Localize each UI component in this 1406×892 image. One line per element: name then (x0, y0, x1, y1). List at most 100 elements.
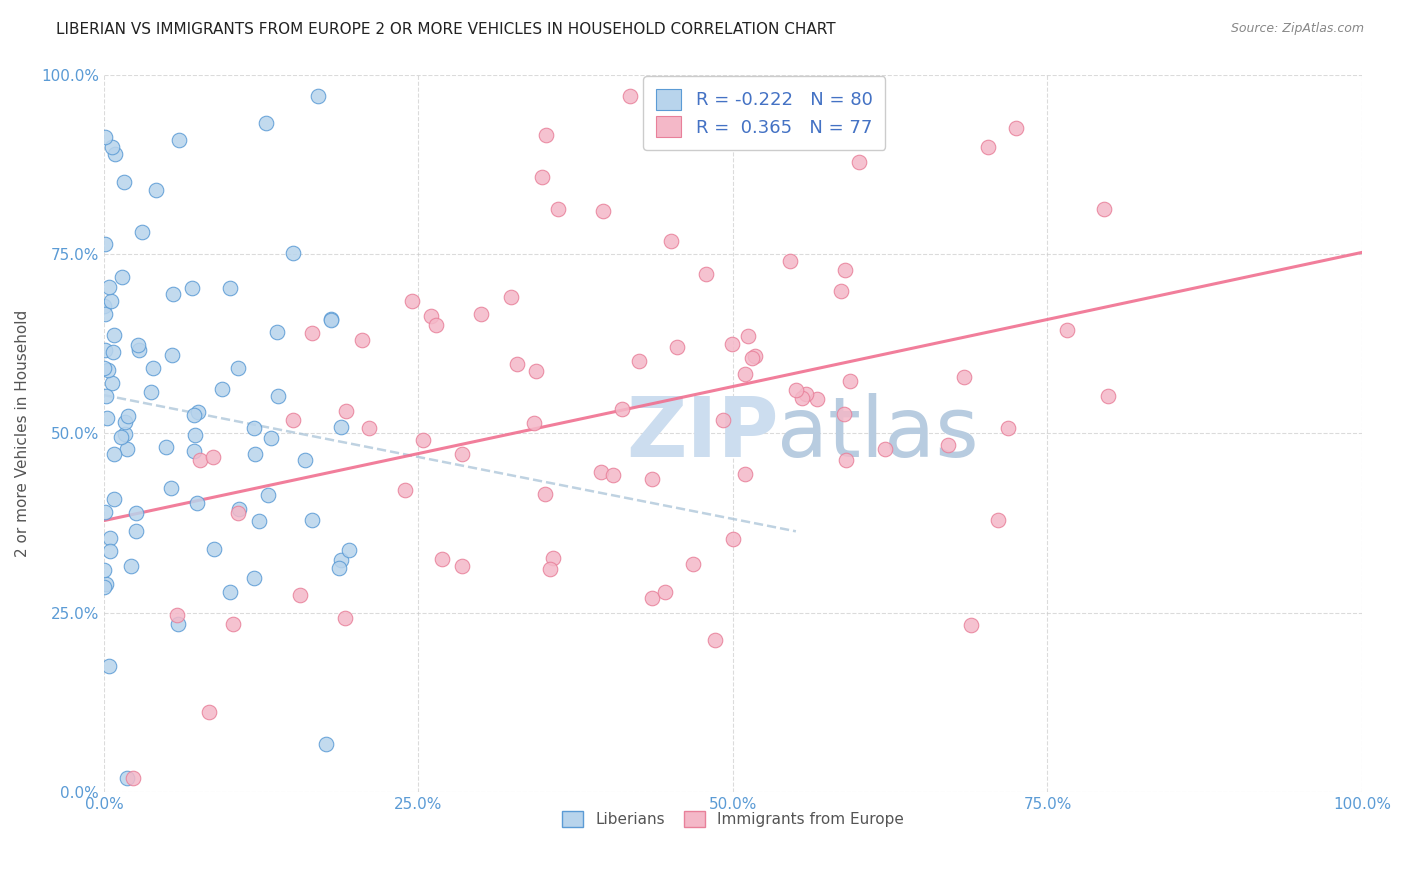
Text: LIBERIAN VS IMMIGRANTS FROM EUROPE 2 OR MORE VEHICLES IN HOUSEHOLD CORRELATION C: LIBERIAN VS IMMIGRANTS FROM EUROPE 2 OR … (56, 22, 835, 37)
Point (254, 116, 277, 130)
Point (243, 421, 266, 435)
Point (257, 488, 280, 502)
Point (834, 263, 856, 277)
Point (93, 307, 115, 321)
Point (125, 524, 148, 538)
Point (640, 591, 662, 605)
Point (101, 376, 124, 390)
Point (98, 544, 121, 558)
Point (101, 345, 124, 359)
Point (98, 531, 121, 545)
Point (848, 154, 870, 169)
Text: atlas: atlas (778, 392, 979, 474)
Point (281, 413, 304, 427)
Point (936, 438, 959, 452)
Point (419, 309, 441, 323)
Point (162, 287, 184, 301)
Point (96, 410, 118, 425)
Point (997, 421, 1019, 435)
Point (470, 306, 492, 320)
Point (260, 431, 283, 445)
Point (1056, 323, 1078, 337)
Point (602, 468, 624, 483)
Point (619, 89, 641, 103)
Point (104, 147, 127, 161)
Point (547, 202, 569, 216)
Point (167, 617, 190, 632)
Point (1097, 389, 1119, 403)
Point (267, 389, 290, 403)
Point (93, 360, 115, 375)
Point (641, 472, 664, 486)
Point (720, 337, 742, 351)
Point (335, 404, 357, 418)
Point (830, 284, 852, 298)
Point (301, 326, 323, 341)
Point (94, 130, 117, 145)
Point (506, 357, 529, 371)
Point (501, 290, 523, 304)
Point (101, 140, 124, 154)
Point (117, 771, 139, 785)
Point (1092, 202, 1115, 216)
Point (337, 543, 360, 558)
Point (94, 343, 117, 358)
Point (93, 580, 115, 594)
Point (654, 585, 676, 599)
Point (120, 558, 142, 573)
Point (451, 447, 474, 461)
Point (112, 175, 135, 189)
Point (243, 447, 266, 461)
Point (103, 447, 125, 461)
Point (183, 408, 205, 422)
Point (713, 413, 735, 427)
Point (333, 611, 356, 625)
Point (202, 542, 225, 557)
Point (222, 616, 245, 631)
Point (114, 426, 136, 441)
Point (1004, 121, 1026, 136)
Point (875, 442, 897, 456)
Point (131, 225, 153, 239)
Point (301, 513, 323, 527)
Point (412, 433, 434, 447)
Point (228, 502, 250, 516)
Point (531, 169, 554, 184)
Point (592, 203, 614, 218)
Point (628, 353, 651, 368)
Point (832, 407, 855, 421)
Y-axis label: 2 or more Vehicles in Household: 2 or more Vehicles in Household (15, 310, 30, 557)
Point (97, 659, 120, 673)
Point (167, 133, 190, 147)
Point (665, 340, 688, 354)
Point (93, 300, 115, 314)
Point (94, 389, 117, 403)
Point (266, 326, 288, 340)
Point (839, 374, 862, 388)
Point (103, 491, 125, 506)
Point (121, 771, 143, 785)
Point (98, 279, 121, 293)
Point (425, 318, 447, 332)
Point (321, 311, 343, 326)
Point (329, 419, 352, 434)
Point (219, 281, 242, 295)
Point (160, 348, 183, 362)
Point (523, 416, 546, 430)
Point (97, 363, 120, 377)
Point (834, 452, 856, 467)
Point (806, 392, 828, 406)
Point (741, 351, 763, 365)
Point (661, 234, 683, 248)
Point (166, 608, 188, 623)
Point (319, 312, 342, 326)
Point (329, 553, 352, 567)
Point (734, 368, 756, 382)
Legend: Liberians, Immigrants from Europe: Liberians, Immigrants from Europe (554, 804, 911, 835)
Text: ZIP: ZIP (626, 392, 779, 474)
Point (117, 409, 139, 423)
Point (734, 467, 756, 481)
Point (294, 453, 316, 467)
Point (960, 617, 983, 632)
Point (184, 427, 207, 442)
